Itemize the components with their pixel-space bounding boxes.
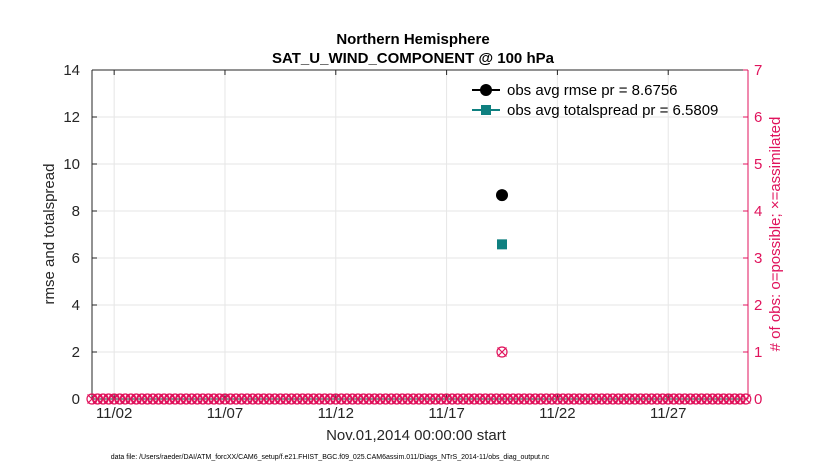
y-tick-label-left: 12: [63, 109, 80, 126]
x-tick-label: 11/07: [207, 405, 243, 422]
y-tick-label-right: 2: [754, 297, 762, 314]
y-tick-label-right: 7: [754, 62, 762, 79]
y-tick-label-left: 14: [63, 62, 80, 79]
y-tick-label-left: 2: [72, 344, 80, 361]
y-tick-label-left: 10: [63, 156, 80, 173]
legend-marker-rmse: [480, 84, 492, 96]
x-tick-label: 11/02: [96, 405, 132, 422]
y-tick-label-left: 0: [72, 391, 80, 408]
x-tick-label: 11/12: [318, 405, 354, 422]
x-axis-label: Nov.01,2014 00:00:00 start: [326, 427, 507, 444]
obs-assimilated-point: [740, 394, 751, 404]
y-tick-label-left: 6: [72, 250, 80, 267]
legend-label: obs avg totalspread pr = 6.5809: [507, 102, 718, 119]
x-tick-label: 11/22: [539, 405, 575, 422]
chart-title-line2: SAT_U_WIND_COMPONENT @ 100 hPa: [272, 50, 555, 67]
data-file-footnote: data file: /Users/raeder/DAI/ATM_forcXX/…: [111, 454, 550, 461]
legend-label: obs avg rmse pr = 8.6756: [507, 82, 678, 99]
chart-title-line1: Northern Hemisphere: [336, 31, 489, 48]
y-axis-label-right: # of obs: o=possible; ×=assimilated: [767, 117, 784, 352]
y-tick-label-left: 4: [72, 297, 80, 314]
y-axis-label-left: rmse and totalspread: [41, 164, 58, 305]
y-tick-label-right: 3: [754, 250, 762, 267]
y-tick-label-right: 0: [754, 391, 762, 408]
legend: obs avg rmse pr = 8.6756 obs avg totalspr…: [472, 82, 718, 119]
x-tick-label: 11/17: [428, 405, 464, 422]
plot-area: [92, 70, 748, 399]
obs-assimilated-point: [497, 347, 507, 357]
y-tick-label-right: 6: [754, 109, 762, 126]
y-tick-label-right: 5: [754, 156, 762, 173]
x-tick-label: 11/27: [650, 405, 686, 422]
rmse-point: [496, 189, 508, 202]
y-tick-label-left: 8: [72, 203, 80, 220]
y-tick-label-right: 4: [754, 203, 762, 220]
totalspread-point: [497, 239, 507, 250]
obs-possible-point: [496, 346, 508, 358]
y-tick-label-right: 1: [754, 344, 762, 361]
legend-marker-totalspread: [481, 105, 491, 115]
